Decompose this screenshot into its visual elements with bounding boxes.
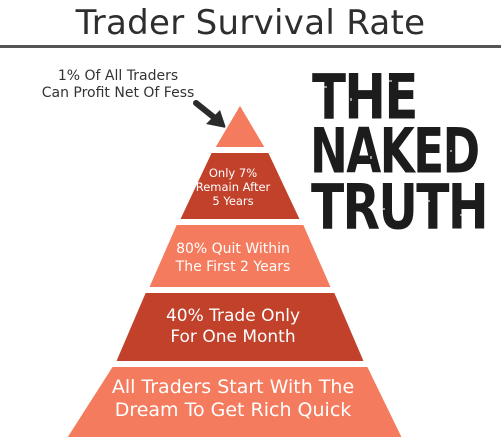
logo-grunge-texture xyxy=(324,80,483,216)
tier-seven-percent-line-1: Only 7% xyxy=(208,166,258,180)
naked-truth-logo: THE NAKED TRUTH xyxy=(310,60,500,243)
tier-seven-percent-line-2: Remain After xyxy=(195,180,271,194)
title-underline xyxy=(0,45,501,48)
tier-all-traders-label: All Traders Start With The Dream To Get … xyxy=(70,376,396,422)
tier-eighty-percent-line-2: The First 2 Years xyxy=(175,259,291,275)
apex-annotation: 1% Of All Traders Can Profit Net Of Fess xyxy=(20,68,216,102)
annotation-line-1: 1% Of All Traders xyxy=(57,68,179,84)
pyramid-tier-seven-percent xyxy=(177,151,303,221)
tier-all-traders-line-1: All Traders Start With The xyxy=(111,376,355,398)
pyramid-tier-all-traders xyxy=(64,365,405,439)
tier-forty-percent-line-1: 40% Trade Only xyxy=(165,306,301,326)
pyramid-tier-apex xyxy=(212,102,268,149)
pyramid-tier-eighty-percent xyxy=(146,223,334,289)
arrow-icon xyxy=(193,100,226,128)
tier-eighty-percent-line-1: 80% Quit Within xyxy=(176,241,290,257)
tier-all-traders-line-2: Dream To Get Rich Quick xyxy=(114,399,352,421)
tier-forty-percent-label: 40% Trade Only For One Month xyxy=(110,306,356,348)
logo-line-the: THE xyxy=(312,60,418,134)
tier-seven-percent-label: Only 7% Remain After 5 Years xyxy=(178,166,288,208)
tier-eighty-percent-label: 80% Quit Within The First 2 Years xyxy=(140,240,326,276)
pyramid-tier-forty-percent xyxy=(113,291,367,363)
annotation-line-2: Can Profit Net Of Fess xyxy=(41,85,195,101)
tier-forty-percent-line-2: For One Month xyxy=(170,327,296,347)
logo-line-truth: TRUTH xyxy=(311,170,489,244)
page-title: Trader Survival Rate xyxy=(75,3,426,43)
tier-seven-percent-line-3: 5 Years xyxy=(212,194,254,208)
